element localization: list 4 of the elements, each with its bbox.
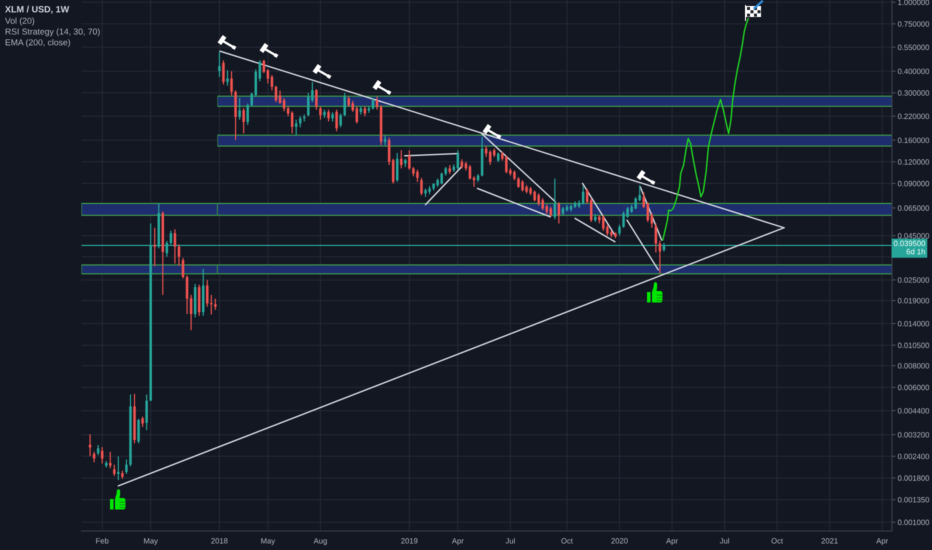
text: XLM / USD, 1W — [5, 6, 70, 14]
annotation: RSI Strategy (14, 30, 70) — [6, 28, 100, 36]
text: Vol (20) — [5, 17, 34, 26]
text: EMA (200, close) — [6, 39, 70, 48]
